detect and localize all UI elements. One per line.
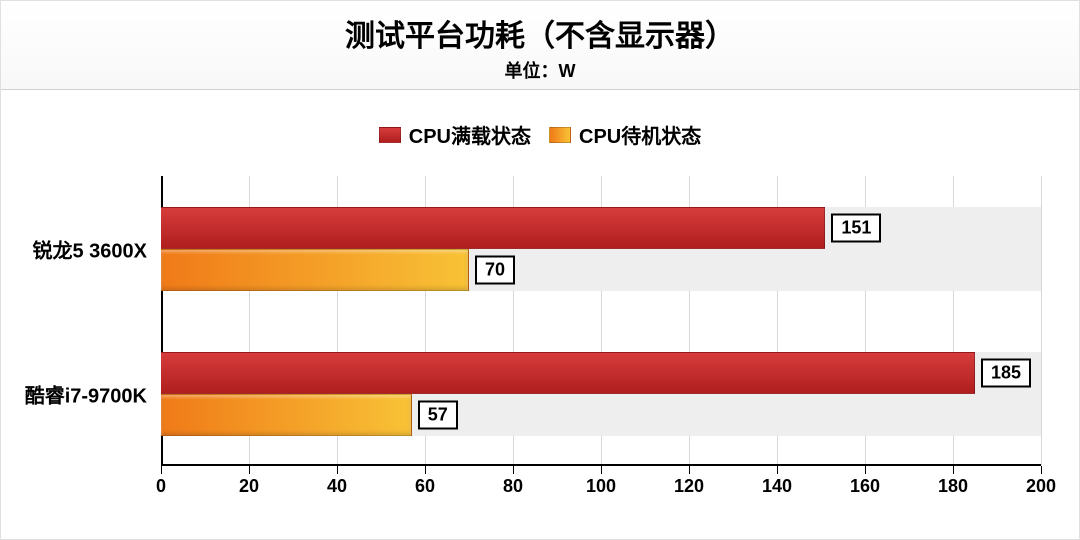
x-tick [601,466,602,474]
x-tick [249,466,250,474]
x-tick-label: 100 [586,476,616,497]
legend-label-idle: CPU待机状态 [579,120,701,149]
x-tick [865,466,866,474]
x-tick-label: 0 [156,476,166,497]
chart-subtitle: 单位：W [1,57,1079,83]
x-tick-label: 180 [938,476,968,497]
bar-full [161,207,825,249]
value-label-idle: 70 [475,255,515,284]
x-tick [777,466,778,474]
x-tick-label: 160 [850,476,880,497]
x-tick [425,466,426,474]
x-tick [513,466,514,474]
x-tick [1041,466,1042,474]
chart-header: 测试平台功耗（不含显示器） 单位：W [1,1,1079,90]
x-tick-label: 80 [503,476,523,497]
x-tick-label: 20 [239,476,259,497]
legend-label-full: CPU满载状态 [409,120,531,149]
legend-item-idle: CPU待机状态 [549,120,701,149]
legend-item-full: CPU满载状态 [379,120,531,149]
legend: CPU满载状态 CPU待机状态 [1,120,1079,149]
x-tick-label: 140 [762,476,792,497]
x-tick [337,466,338,474]
x-tick [953,466,954,474]
value-label-idle: 57 [418,400,458,429]
bar-idle [161,249,469,291]
bar-idle [161,394,412,436]
x-tick-label: 200 [1026,476,1056,497]
x-tick [689,466,690,474]
chart-title: 测试平台功耗（不含显示器） [1,11,1079,55]
x-tick-label: 40 [327,476,347,497]
value-label-full: 185 [981,358,1031,387]
value-label-full: 151 [831,213,881,242]
x-tick [161,466,162,474]
legend-swatch-full [379,127,401,143]
bar-full [161,352,975,394]
legend-swatch-idle [549,127,571,143]
gridline [1041,176,1042,466]
category-label: 锐龙5 3600X [32,234,147,263]
x-tick-label: 120 [674,476,704,497]
category-label: 酷睿i7-9700K [25,379,147,408]
chart-plot: 020406080100120140160180200锐龙5 3600X1517… [161,176,1041,466]
x-tick-label: 60 [415,476,435,497]
